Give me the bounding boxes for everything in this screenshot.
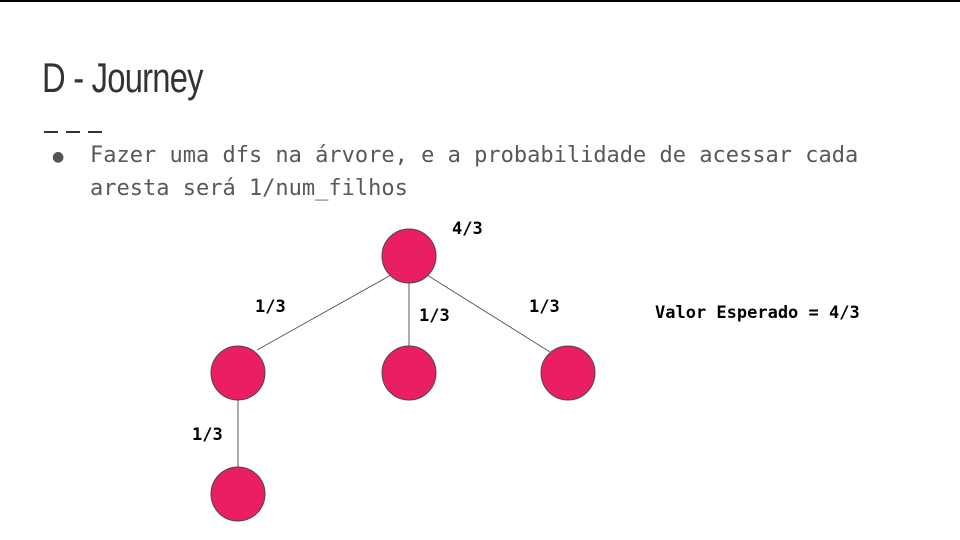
tree-node-left [210, 345, 266, 401]
bullet-marker: ● [52, 149, 65, 165]
edge-label-right: 1/3 [529, 297, 560, 317]
top-border [0, 0, 960, 2]
root-value-label: 4/3 [452, 219, 483, 239]
edge-label-left: 1/3 [255, 297, 286, 317]
edge-root-right [426, 274, 551, 353]
tree-node-root [381, 228, 437, 284]
edge-label-leaf: 1/3 [192, 425, 223, 445]
edge-root-left [256, 274, 392, 351]
tree-node-leaf [210, 466, 266, 522]
slide-title: D - Journey [42, 54, 204, 101]
tree-node-middle [381, 345, 437, 401]
bullet-text: Fazer uma dfs na árvore, e a probabilida… [90, 143, 859, 201]
title-underline [44, 131, 104, 133]
edge-label-middle: 1/3 [419, 306, 450, 326]
expected-value-text: Valor Esperado = 4/3 [655, 303, 860, 323]
tree-node-right [540, 345, 596, 401]
